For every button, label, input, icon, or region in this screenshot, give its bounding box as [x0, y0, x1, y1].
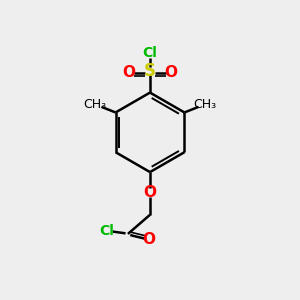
- Text: O: O: [165, 65, 178, 80]
- Text: Cl: Cl: [99, 224, 114, 238]
- Text: O: O: [143, 185, 157, 200]
- Text: O: O: [142, 232, 156, 247]
- Text: Cl: Cl: [142, 46, 158, 60]
- Text: S: S: [144, 62, 156, 80]
- Text: CH₃: CH₃: [83, 98, 106, 111]
- Text: CH₃: CH₃: [194, 98, 217, 111]
- Text: O: O: [122, 65, 135, 80]
